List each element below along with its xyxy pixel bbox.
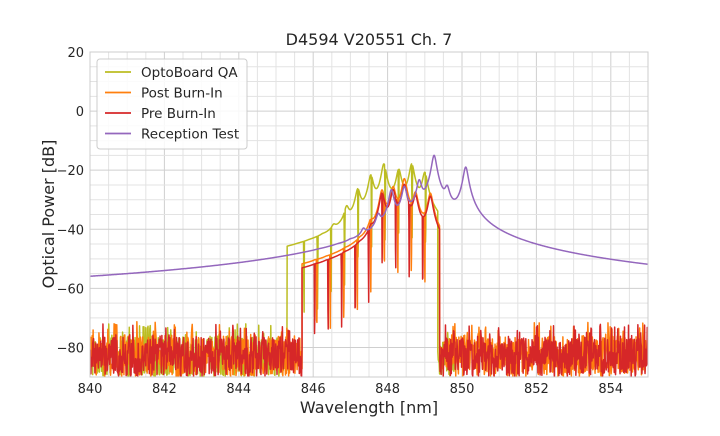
x-tick-label: 842 [152,382,177,397]
x-tick-label: 850 [450,382,475,397]
x-tick-label: 844 [226,382,251,397]
y-tick-label: −20 [57,164,84,179]
y-tick-label: −80 [57,341,84,356]
series-line-optoboard-qa [90,163,456,377]
legend: OptoBoard QA Post Burn-In Pre Burn-In Recep… [96,58,248,150]
legend-label: Reception Test [141,127,239,143]
plot-frame [89,51,649,378]
x-tick-label: 848 [375,382,400,397]
y-tick-label: 20 [67,46,84,61]
y-tick-label: 0 [76,105,84,120]
series-line-pre-burn-in [90,183,648,377]
x-tick-label: 846 [301,382,326,397]
y-tick-labels: −80 −60 −40 −20 0 20 [57,46,84,356]
x-tick-label: 840 [78,382,103,397]
series-layer [90,154,648,377]
legend-label: Pre Burn-In [141,106,216,122]
legend-box [96,58,248,150]
x-tick-label: 854 [598,382,623,397]
legend-label: Post Burn-In [141,86,223,102]
legend-label: OptoBoard QA [141,65,238,81]
x-tick-labels: 840 842 844 846 848 850 852 854 [78,382,624,397]
series-line-reception-test [90,154,648,278]
y-tick-label: −40 [57,223,84,238]
y-axis-label: Optical Power [dB] [39,140,58,289]
y-tick-label: −60 [57,282,84,297]
x-tick-label: 852 [524,382,549,397]
chart-title: D4594 V20551 Ch. 7 [286,30,453,49]
x-axis-label: Wavelength [nm] [300,398,438,417]
